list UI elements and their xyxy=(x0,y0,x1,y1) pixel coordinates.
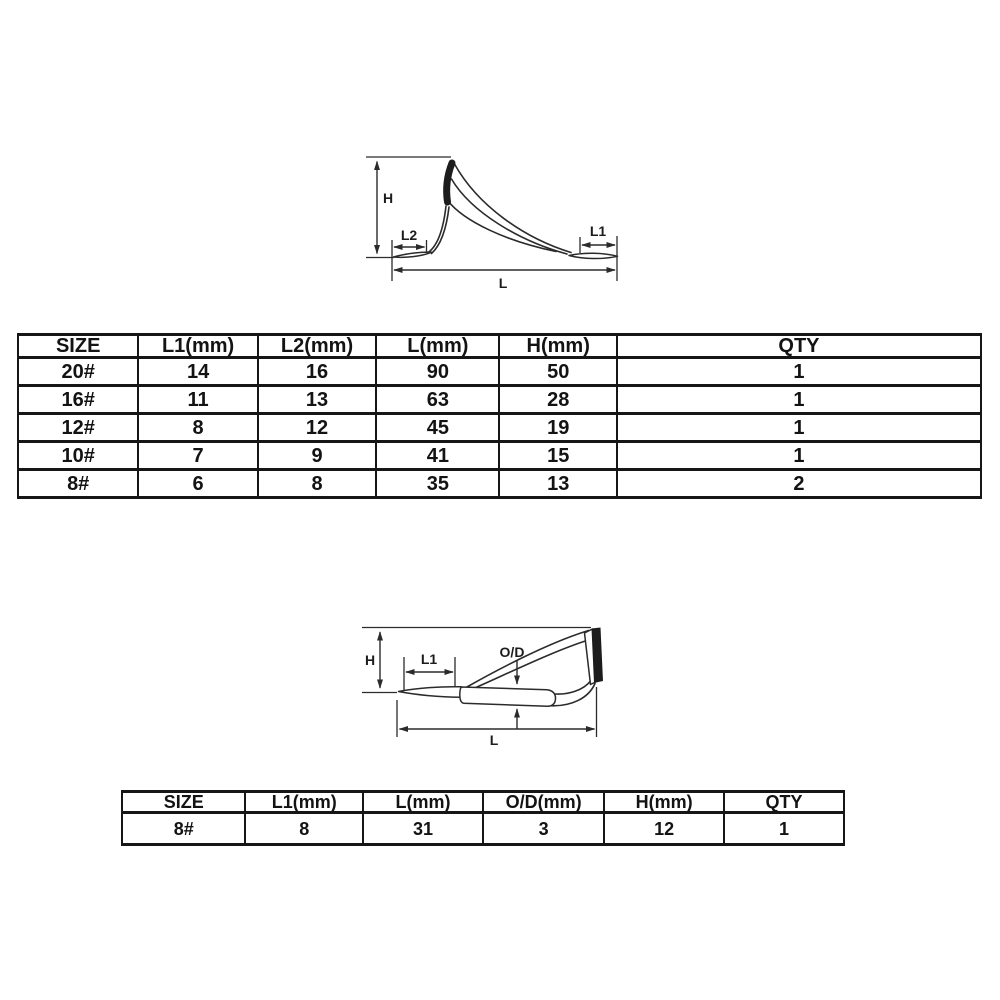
table-row: 20# 14 16 90 50 1 xyxy=(16,356,983,387)
table-cell: 35 xyxy=(375,468,501,499)
table-cell: 16# xyxy=(16,384,140,415)
column-header: H(mm) xyxy=(498,333,618,359)
table-cell: 6 xyxy=(137,468,259,499)
table-cell: 41 xyxy=(375,440,501,471)
header-row: SIZE L1(mm) L(mm) O/D(mm) H(mm) QTY xyxy=(120,790,845,814)
top-guide-diagram: H L2 L1 L xyxy=(366,156,619,291)
dim-label-h-top: H xyxy=(383,190,393,206)
extension-lines xyxy=(362,626,598,737)
table-cell: 28 xyxy=(498,384,618,415)
column-header: L1(mm) xyxy=(244,790,365,814)
table-cell: 16 xyxy=(256,356,378,387)
guide-right-foot xyxy=(568,252,619,260)
table-cell: 1 xyxy=(723,811,845,846)
guide-tip-blade xyxy=(397,685,462,699)
table-cell: 31 xyxy=(362,811,484,846)
table-cell: 19 xyxy=(498,412,618,443)
guide-tube xyxy=(459,686,557,708)
table-cell: 10# xyxy=(16,440,140,471)
column-header: L(mm) xyxy=(375,333,501,359)
dim-label-l2-top: L2 xyxy=(401,227,418,243)
table-cell: 20# xyxy=(16,356,140,387)
table-cell: 8 xyxy=(256,468,378,499)
table-row: 8# 8 31 3 12 1 xyxy=(120,811,845,846)
column-header: L1(mm) xyxy=(137,333,259,359)
table-cell: 11 xyxy=(137,384,259,415)
dim-label-l-bottom: L xyxy=(490,732,499,748)
dim-label-h-bottom: H xyxy=(365,652,375,668)
dim-label-od-bottom: O/D xyxy=(500,644,525,660)
table-cell: 1 xyxy=(615,412,983,443)
table-top-head: SIZE L1(mm) L2(mm) L(mm) H(mm) QTY xyxy=(16,333,983,359)
spec-table-top: SIZE L1(mm) L2(mm) L(mm) H(mm) QTY 20# 14 16 90 5… xyxy=(16,333,983,499)
table-cell: 8# xyxy=(120,811,247,846)
column-header: SIZE xyxy=(16,333,140,359)
table-row: 8# 6 8 35 13 2 xyxy=(16,468,983,499)
table-row: 10# 7 9 41 15 1 xyxy=(16,440,983,471)
guide-frame-upper-curves xyxy=(465,629,591,690)
extension-lines xyxy=(366,156,618,281)
table-cell: 8# xyxy=(16,468,140,499)
table-cell: 45 xyxy=(375,412,501,443)
table-row: 12# 8 12 45 19 1 xyxy=(16,412,983,443)
table-cell: 50 xyxy=(498,356,618,387)
table-cell: 15 xyxy=(498,440,618,471)
guide-ring xyxy=(591,627,603,683)
table-cell: 63 xyxy=(375,384,501,415)
table-cell: 1 xyxy=(615,440,983,471)
column-header: SIZE xyxy=(120,790,247,814)
spec-table-bottom: SIZE L1(mm) L(mm) O/D(mm) H(mm) QTY 8# 8 31 3 12 1 xyxy=(120,790,845,846)
table-cell: 8 xyxy=(244,811,365,846)
table-cell: 2 xyxy=(615,468,983,499)
table-row: 16# 11 13 63 28 1 xyxy=(16,384,983,415)
table-cell: 1 xyxy=(615,384,983,415)
guide-ring xyxy=(443,159,456,206)
table-cell: 13 xyxy=(256,384,378,415)
column-header: H(mm) xyxy=(603,790,726,814)
table-cell: 7 xyxy=(137,440,259,471)
bottom-guide-diagram: H L1 O/D L xyxy=(362,626,603,748)
header-row: SIZE L1(mm) L2(mm) L(mm) H(mm) QTY xyxy=(16,333,983,359)
column-header: QTY xyxy=(723,790,845,814)
guide-left-foot xyxy=(392,251,433,259)
dim-label-l-top: L xyxy=(499,275,508,291)
column-header: QTY xyxy=(615,333,983,359)
column-header: L(mm) xyxy=(362,790,484,814)
table-bottom-head: SIZE L1(mm) L(mm) O/D(mm) H(mm) QTY xyxy=(120,790,845,814)
dim-label-l1-bottom: L1 xyxy=(421,651,438,667)
table-cell: 13 xyxy=(498,468,618,499)
dim-label-l1-top: L1 xyxy=(590,223,607,239)
table-cell: 90 xyxy=(375,356,501,387)
table-cell: 3 xyxy=(481,811,606,846)
table-cell: 14 xyxy=(137,356,259,387)
column-header: L2(mm) xyxy=(256,333,378,359)
table-bottom-body: 8# 8 31 3 12 1 xyxy=(120,811,845,846)
guide-frame-left-upright xyxy=(426,205,450,255)
guide-frame-lower-support xyxy=(550,680,596,707)
table-cell: 12 xyxy=(603,811,726,846)
table-cell: 8 xyxy=(137,412,259,443)
column-header: O/D(mm) xyxy=(481,790,606,814)
table-cell: 9 xyxy=(256,440,378,471)
table-cell: 1 xyxy=(615,356,983,387)
guide-frame-right-curves xyxy=(447,163,572,255)
table-top-body: 20# 14 16 90 50 1 16# 11 13 63 28 1 12# 8 12 45 19 1 10# 7 9… xyxy=(16,356,983,499)
table-cell: 12# xyxy=(16,412,140,443)
table-cell: 12 xyxy=(256,412,378,443)
